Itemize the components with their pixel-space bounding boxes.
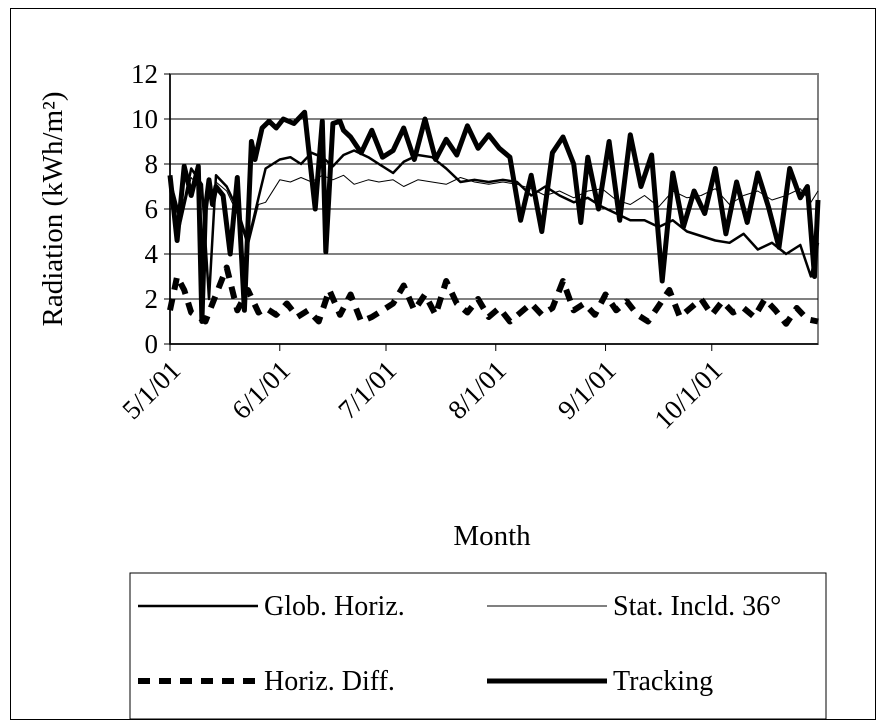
y-tick-label: 12 [131, 59, 158, 89]
y-tick-label: 2 [145, 284, 159, 314]
x-tick-label: 10/1/01 [648, 355, 728, 435]
x-tick-label: 5/1/01 [116, 355, 186, 425]
y-tick-label: 10 [131, 104, 158, 134]
legend: Glob. Horiz. Stat. Incld. 36° Horiz. Diff.… [129, 572, 827, 720]
y-tick-label: 8 [145, 149, 159, 179]
series-line-glob-horiz [168, 149, 820, 301]
x-axis-ticks: 5/1/01 6/1/01 7/1/01 8/1/01 9/1/01 10/1/01 [116, 344, 728, 435]
legend-label: Glob. Horiz. [264, 591, 405, 622]
y-axis-ticks: 0 2 4 6 8 10 12 [131, 59, 170, 359]
legend-label: Tracking [613, 666, 713, 697]
series-lines [167, 109, 821, 327]
y-tick-label: 6 [145, 194, 159, 224]
x-tick-label: 9/1/01 [552, 355, 622, 425]
legend-entries: Glob. Horiz. Stat. Incld. 36° Horiz. Diff.… [138, 591, 781, 697]
gridlines [170, 118, 818, 300]
legend-label: Horiz. Diff. [264, 666, 395, 697]
series-line-horiz-diff [167, 264, 819, 327]
y-tick-label: 0 [145, 329, 159, 359]
x-tick-label: 8/1/01 [442, 355, 512, 425]
x-tick-label: 7/1/01 [332, 355, 402, 425]
y-tick-label: 4 [145, 239, 159, 269]
y-axis-title: Radiation (kWh/m²) [37, 91, 69, 326]
x-axis-title: Month [453, 520, 531, 552]
legend-box [129, 572, 827, 720]
x-tick-label: 6/1/01 [226, 355, 296, 425]
series-line-stat-incld-36 [169, 174, 819, 295]
series-line-tracking [167, 109, 821, 324]
legend-label: Stat. Incld. 36° [613, 591, 781, 622]
